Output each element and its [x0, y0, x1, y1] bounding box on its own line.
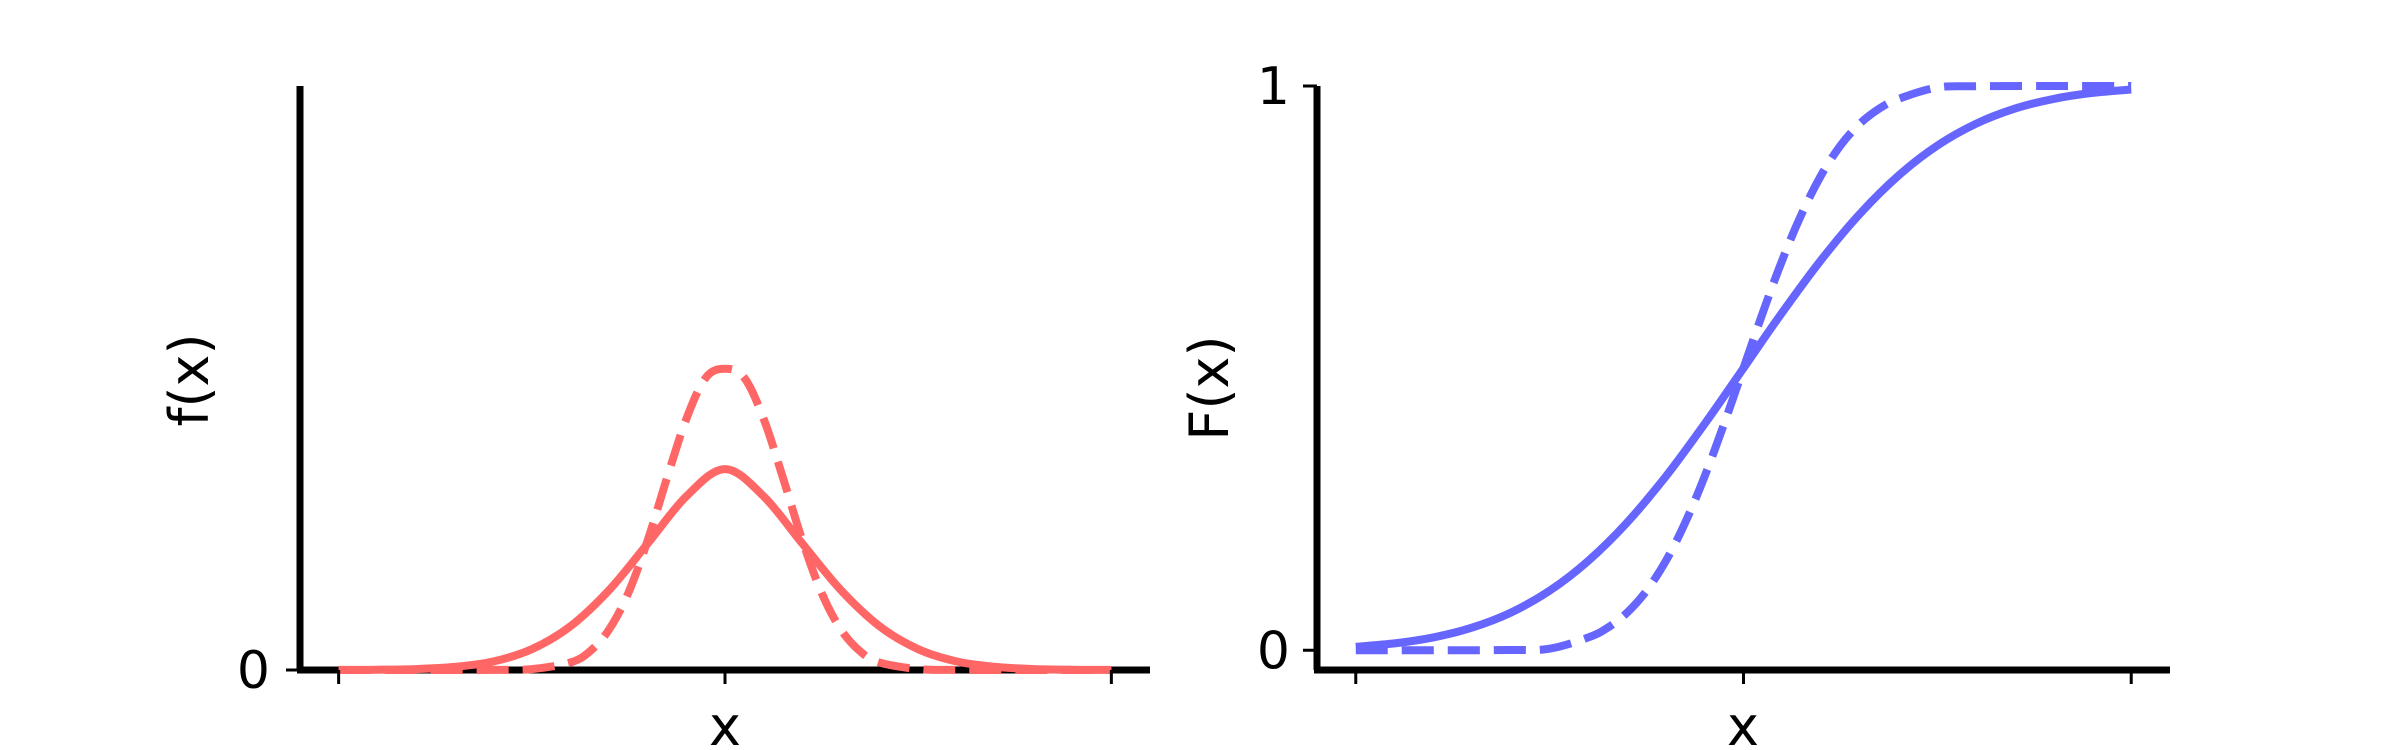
pdf-y-tick-label: 0: [237, 641, 270, 701]
cdf-y-tick-label: 1: [1257, 57, 1290, 117]
pdf-panel: 0 x f(x): [158, 86, 1150, 750]
cdf-y-axis-label: F(x): [1178, 335, 1241, 440]
cdf-dashed-curve: [1355, 82, 2132, 655]
pdf-y-axis-label: f(x): [158, 333, 221, 426]
cdf-x-axis-label: x: [1727, 695, 1759, 750]
cdf-y-tick-label: 0: [1257, 621, 1290, 681]
pdf-x-axis-label: x: [709, 695, 741, 750]
pdf-dashed-curve: [338, 364, 1112, 675]
pdf-solid-curve: [338, 465, 1112, 674]
cdf-panel: 0 1 x F(x): [1178, 57, 2170, 750]
